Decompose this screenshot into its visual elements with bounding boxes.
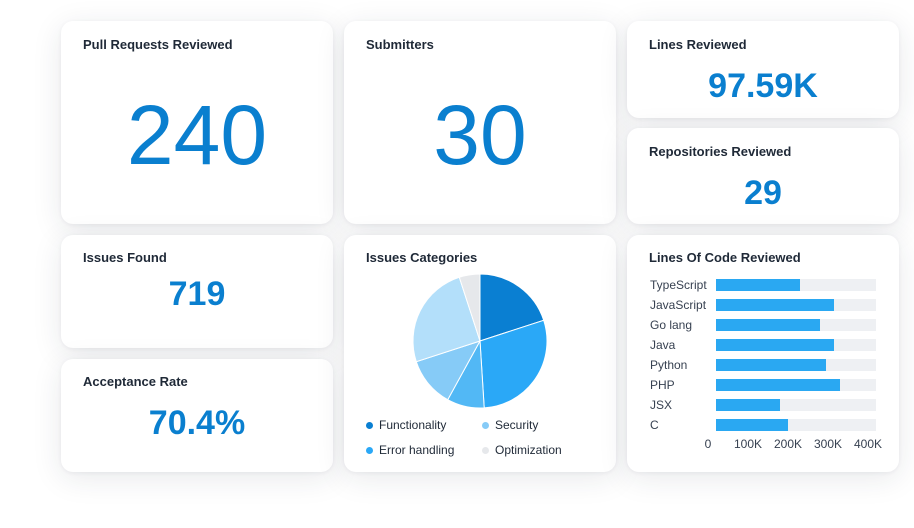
- bar-java: [716, 339, 834, 351]
- loc-reviewed-card: Lines Of Code Reviewed TypeScript JavaScr…: [627, 235, 899, 472]
- x-tick-label: 100K: [733, 437, 763, 451]
- bar-label-python: Python: [650, 358, 688, 372]
- x-tick-label: 0: [704, 437, 712, 451]
- legend-label: Functionality: [379, 418, 447, 432]
- bar-c: [716, 419, 788, 431]
- pie-slice-1: [479, 319, 548, 409]
- bar-label-php: PHP: [650, 378, 675, 392]
- loc-bar-chart: TypeScript JavaScript Go lang Java Python PHP…: [627, 235, 899, 472]
- legend-dot: [482, 421, 489, 429]
- loc-reviewed-title: Lines Of Code Reviewed: [649, 250, 801, 265]
- x-tick-label: 400K: [853, 437, 883, 451]
- legend-dot: [482, 446, 489, 454]
- bar-php: [716, 379, 840, 391]
- issues-pie-chart: [412, 273, 548, 409]
- legend-item-0: Functionality: [366, 418, 446, 432]
- submitters-card: Submitters 30: [344, 21, 616, 224]
- legend-item-3: Optimization: [482, 443, 562, 457]
- acceptance-rate-card: Acceptance Rate 70.4%: [61, 359, 333, 472]
- repositories-value: 29: [744, 174, 782, 212]
- bar-python: [716, 359, 826, 371]
- pull-requests-value: 240: [126, 88, 268, 182]
- bar-javascript: [716, 299, 834, 311]
- pie-slice-4: [412, 276, 481, 363]
- issues-found-value: 719: [168, 275, 226, 313]
- submitters-title: Submitters: [366, 37, 434, 52]
- bar-label-javascript: JavaScript: [650, 298, 707, 312]
- pie-slice-5: [458, 273, 481, 342]
- pull-requests-card: Pull Requests Reviewed 240: [61, 21, 333, 224]
- pie-slice-0: [479, 273, 545, 342]
- issues-found-title: Issues Found: [83, 250, 167, 265]
- x-tick-label: 200K: [773, 437, 803, 451]
- legend-item-2: Error handling: [366, 443, 454, 457]
- repositories-title: Repositories Reviewed: [649, 144, 792, 159]
- pull-requests-title: Pull Requests Reviewed: [83, 37, 233, 52]
- legend-dot: [366, 421, 373, 429]
- bar-label-jsx: JSX: [650, 398, 673, 412]
- bar-typescript: [716, 279, 800, 291]
- issues-found-card: Issues Found 719: [61, 235, 333, 348]
- repositories-card: Repositories Reviewed 29: [627, 128, 899, 224]
- legend-label: Security: [495, 418, 539, 432]
- acceptance-rate-title: Acceptance Rate: [83, 374, 188, 389]
- lines-reviewed-card: Lines Reviewed 97.59K: [627, 21, 899, 118]
- bar-label-java: Java: [650, 338, 676, 352]
- bar-label-c: C: [650, 418, 659, 432]
- bar-label-go-lang: Go lang: [650, 318, 693, 332]
- legend-label: Optimization: [495, 443, 562, 457]
- bar-go-lang: [716, 319, 820, 331]
- submitters-value: 30: [433, 88, 527, 182]
- x-tick-label: 300K: [813, 437, 843, 451]
- lines-reviewed-value: 97.59K: [708, 67, 818, 105]
- bar-jsx: [716, 399, 780, 411]
- issues-categories-card: Issues Categories Functionality Security E…: [344, 235, 616, 472]
- legend-dot: [366, 446, 373, 454]
- acceptance-rate-value: 70.4%: [148, 404, 246, 442]
- legend-item-1: Security: [482, 418, 538, 432]
- legend-label: Error handling: [379, 443, 455, 457]
- bar-label-typescript: TypeScript: [650, 278, 707, 292]
- lines-reviewed-title: Lines Reviewed: [649, 37, 747, 52]
- issues-categories-title: Issues Categories: [366, 250, 478, 265]
